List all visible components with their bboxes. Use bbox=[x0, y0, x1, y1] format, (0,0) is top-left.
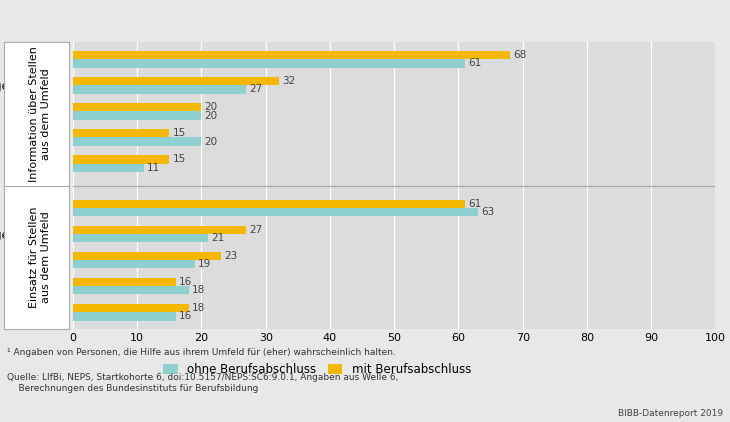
Text: 27: 27 bbox=[250, 84, 263, 95]
Text: 19: 19 bbox=[199, 259, 212, 269]
Text: 63: 63 bbox=[481, 207, 494, 217]
Text: 20: 20 bbox=[204, 102, 218, 112]
Text: Information über Stellen
aus dem Umfeld: Information über Stellen aus dem Umfeld bbox=[29, 46, 50, 182]
Text: 61: 61 bbox=[468, 199, 481, 209]
Text: 15: 15 bbox=[172, 128, 186, 138]
Bar bbox=[73, 208, 477, 216]
Text: Einsatz für Stellen
aus dem Umfeld: Einsatz für Stellen aus dem Umfeld bbox=[29, 207, 50, 308]
Bar bbox=[73, 155, 169, 163]
Bar bbox=[73, 260, 195, 268]
Legend: ohne Berufsabschluss, mit Berufsabschluss: ohne Berufsabschluss, mit Berufsabschlus… bbox=[158, 358, 476, 381]
Text: 32: 32 bbox=[282, 76, 295, 86]
Text: BIBB-Datenreport 2019: BIBB-Datenreport 2019 bbox=[618, 409, 723, 418]
Bar bbox=[73, 234, 208, 242]
Bar bbox=[73, 163, 144, 172]
Bar bbox=[73, 103, 201, 111]
Text: 16: 16 bbox=[179, 277, 192, 287]
Bar bbox=[73, 85, 247, 94]
Bar bbox=[73, 312, 176, 321]
Bar bbox=[73, 226, 247, 234]
Bar bbox=[73, 51, 510, 59]
Text: 23: 23 bbox=[224, 251, 237, 261]
Text: 16: 16 bbox=[179, 311, 192, 322]
Text: 61: 61 bbox=[468, 58, 481, 68]
Text: 68: 68 bbox=[513, 50, 526, 60]
Text: 11: 11 bbox=[147, 162, 160, 173]
Bar bbox=[73, 304, 188, 312]
Text: 18: 18 bbox=[192, 303, 205, 313]
Text: 27: 27 bbox=[250, 225, 263, 235]
Bar bbox=[73, 59, 465, 68]
Text: 20: 20 bbox=[204, 111, 218, 121]
Bar bbox=[73, 77, 279, 85]
Bar bbox=[73, 200, 465, 208]
Text: Quelle: LIfBi, NEPS, Startkohorte 6, doi:10.5157/NEPS:SC6:9.0.1, Angaben aus Wel: Quelle: LIfBi, NEPS, Startkohorte 6, doi… bbox=[7, 373, 399, 393]
Text: 20: 20 bbox=[204, 137, 218, 146]
Bar bbox=[73, 111, 201, 120]
Bar bbox=[73, 286, 188, 295]
Text: 15: 15 bbox=[172, 154, 186, 164]
Text: 21: 21 bbox=[211, 233, 224, 243]
Text: 18: 18 bbox=[192, 285, 205, 295]
Text: ¹ Angaben von Personen, die Hilfe aus ihrem Umfeld für (eher) wahrscheinlich hal: ¹ Angaben von Personen, die Hilfe aus ih… bbox=[7, 348, 396, 357]
Bar bbox=[73, 278, 176, 286]
Bar bbox=[73, 129, 169, 138]
Bar bbox=[73, 138, 201, 146]
Bar bbox=[73, 252, 220, 260]
